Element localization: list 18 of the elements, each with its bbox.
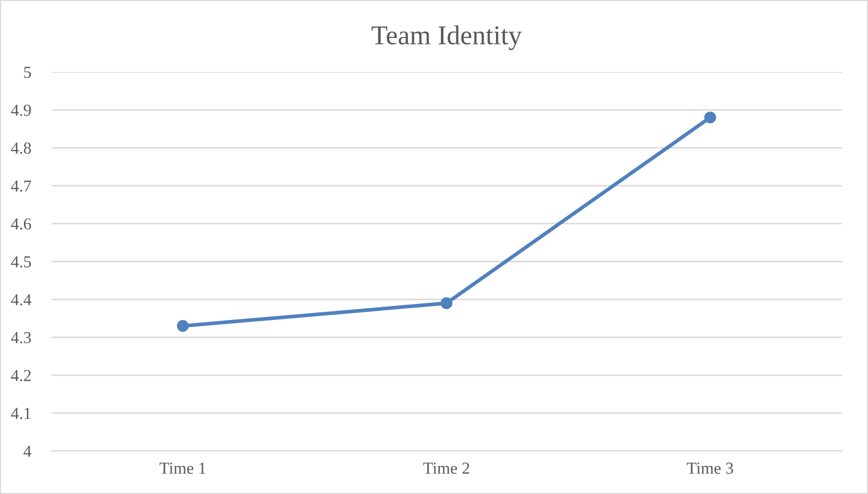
y-tick-label: 4 (24, 446, 32, 457)
y-tick-label: 4.7 (11, 180, 32, 192)
y-tick-label: 4.1 (11, 408, 31, 420)
chart-title: Team Identity (372, 25, 522, 50)
y-tick-label: 4.5 (11, 256, 31, 268)
y-tick-label: 4.6 (11, 218, 32, 230)
y-tick-label: 4.2 (11, 370, 31, 382)
y-tick-label: 5 (24, 66, 31, 78)
point (704, 112, 716, 124)
x-tick-label: Time 2 (423, 462, 470, 474)
y-tick-label: 4.8 (11, 142, 31, 154)
y-tick-label: 4.4 (11, 294, 32, 306)
y-tick-label: 4.3 (11, 332, 31, 344)
y-tick-label: 4.9 (11, 104, 31, 116)
x-tick-label: Time 3 (686, 462, 734, 474)
point (440, 297, 452, 310)
x-tick-label: Time 1 (160, 462, 206, 474)
point (176, 320, 189, 332)
